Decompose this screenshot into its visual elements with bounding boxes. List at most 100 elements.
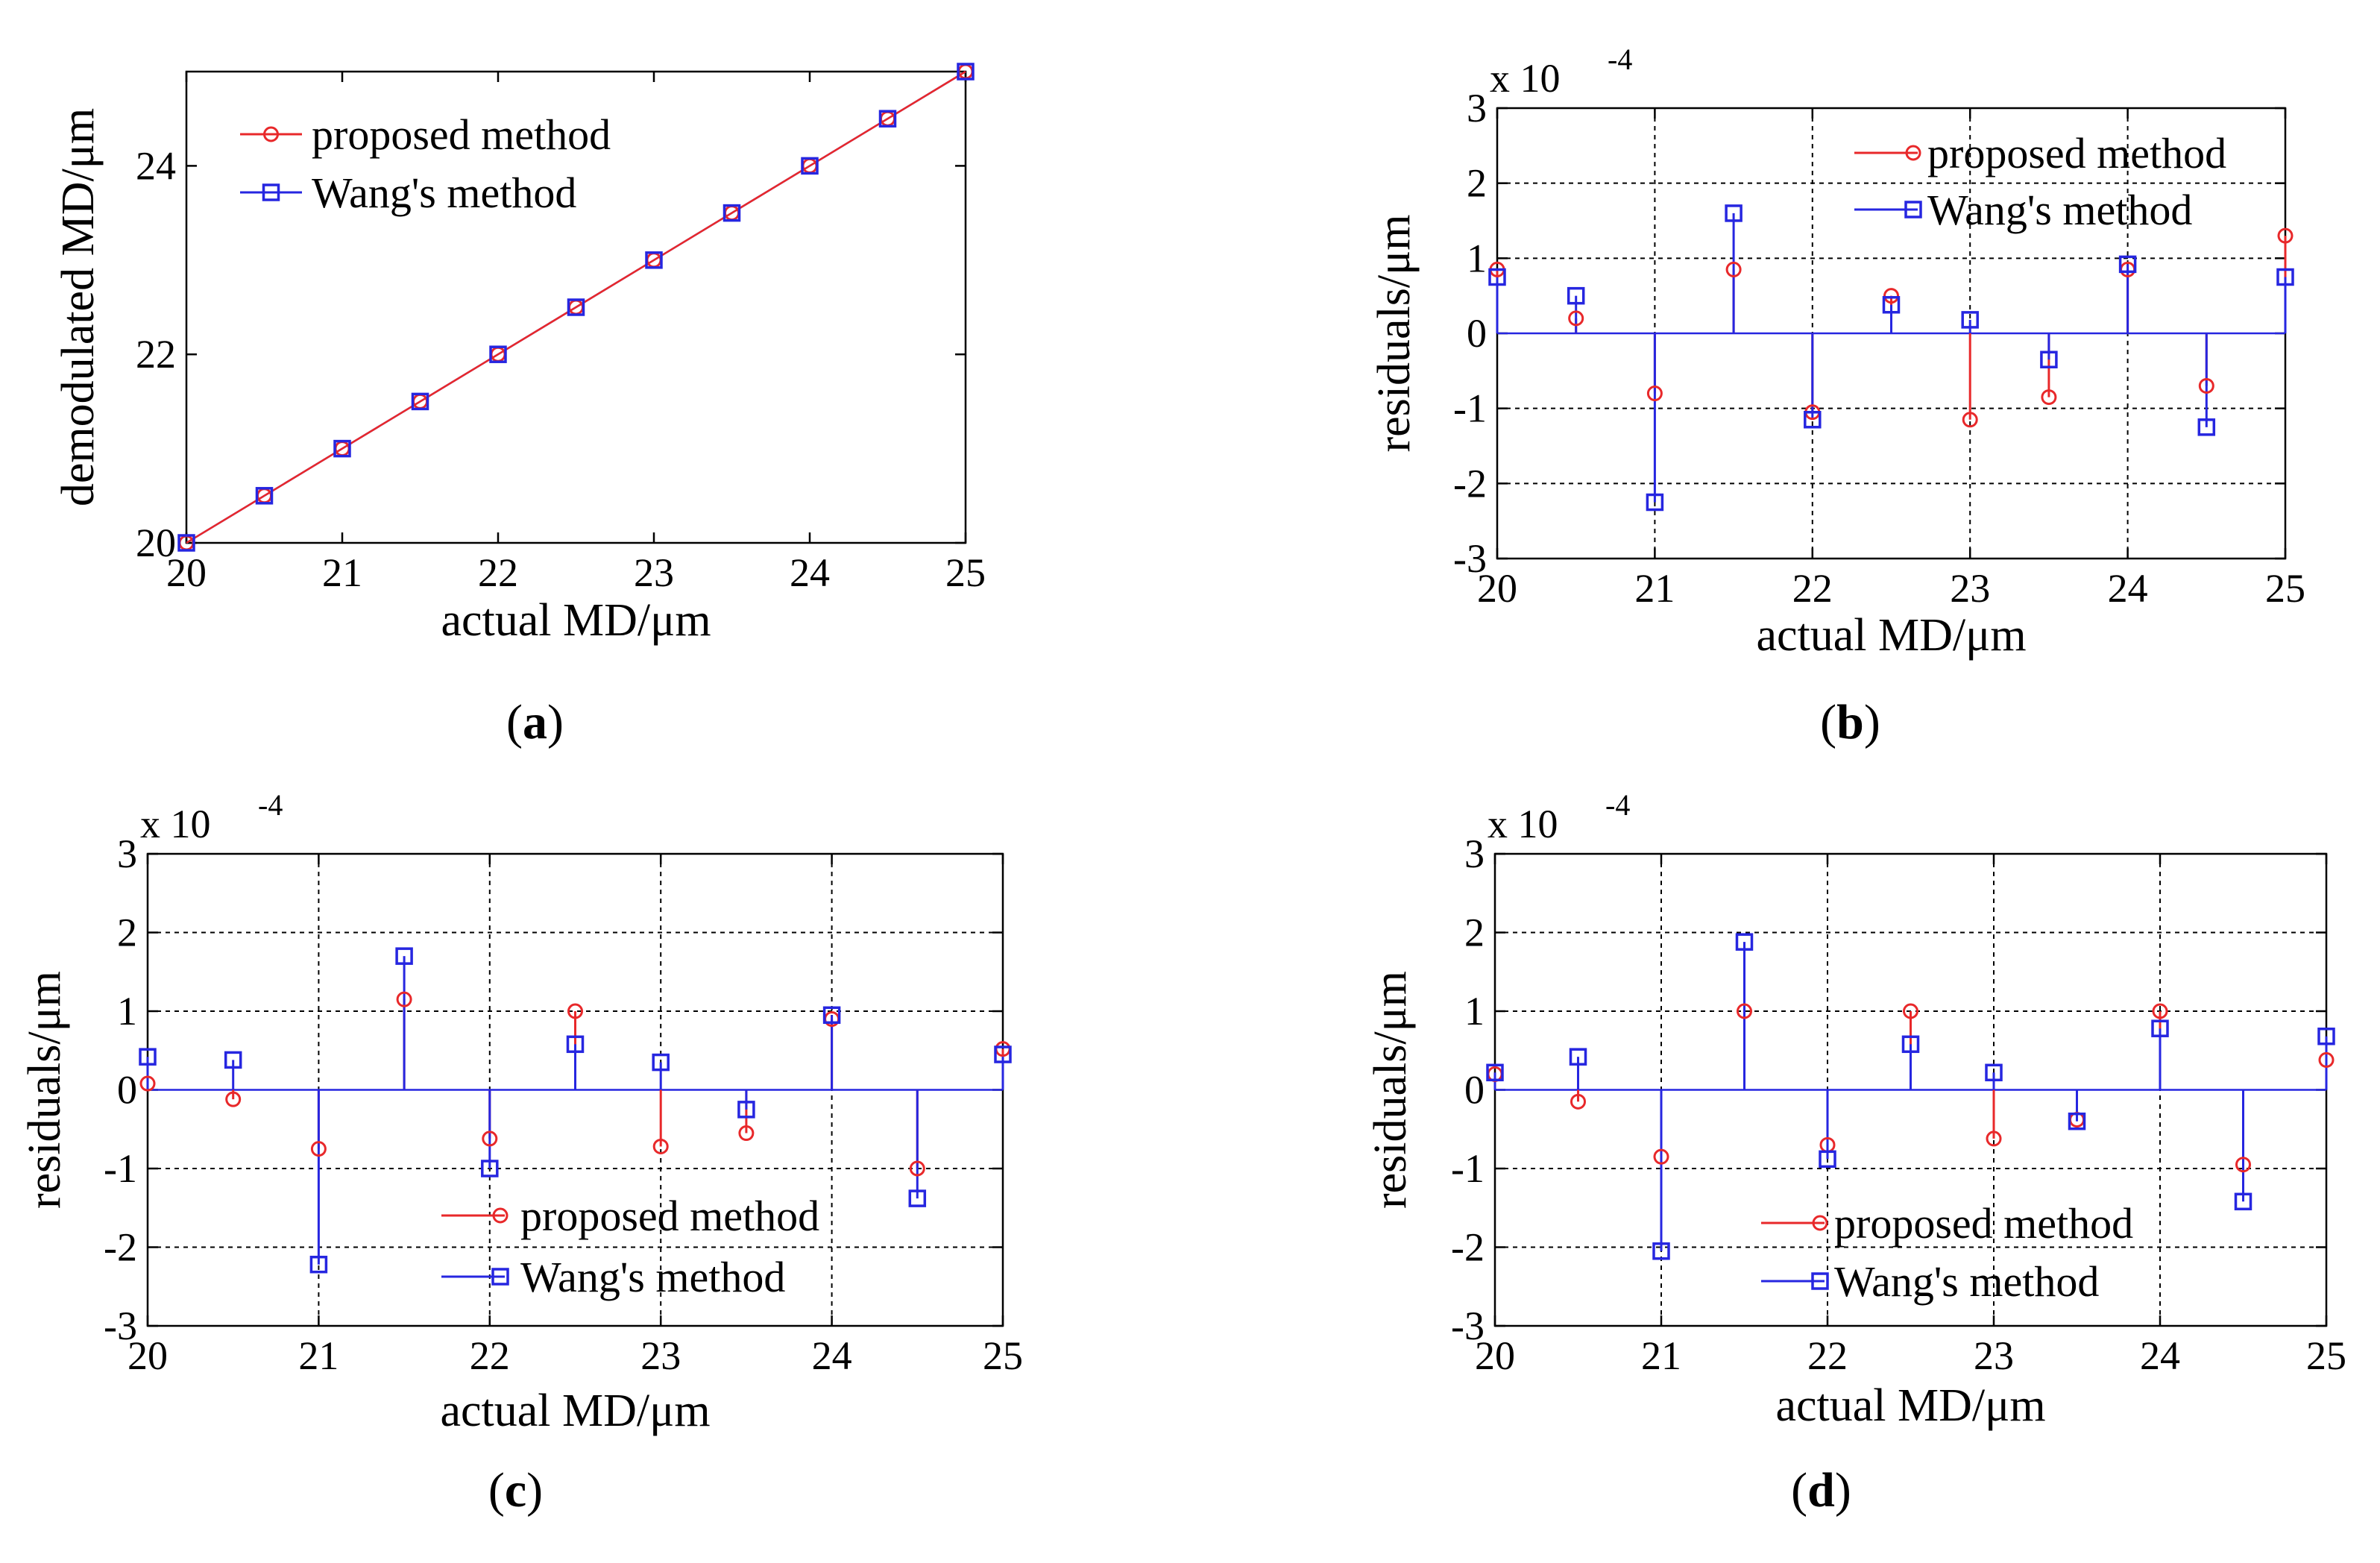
x-tick-label: 22 — [478, 550, 518, 595]
legend-marker-proposed — [263, 126, 279, 142]
x-tick-label: 25 — [945, 550, 986, 595]
x-tick-label: 23 — [1974, 1333, 2014, 1378]
x-tick-label: 21 — [1634, 566, 1675, 611]
stem-marker-proposed — [567, 1003, 583, 1019]
y-tick-label: -2 — [1451, 1225, 1485, 1270]
legend: proposed method Wang's method — [240, 110, 611, 217]
x-tick-label: 22 — [470, 1333, 510, 1378]
legend-marker-proposed — [1812, 1215, 1828, 1231]
y-tick-label: 0 — [1464, 1068, 1485, 1113]
y-tick-label: 1 — [1467, 236, 1487, 280]
stem-marker-wang — [652, 1053, 670, 1072]
stem-marker-proposed — [2277, 227, 2294, 244]
y-tick-label: -2 — [1453, 461, 1487, 506]
legend-label: Wang's method — [312, 169, 576, 217]
stem-marker-proposed — [1570, 1093, 1586, 1110]
stem-marker-proposed — [909, 1160, 925, 1177]
stem-marker-wang — [1882, 295, 1901, 314]
stem-marker-wang — [2118, 255, 2137, 274]
legend-label: Wang's method — [1834, 1257, 2099, 1306]
legend-marker-wang — [1811, 1272, 1829, 1290]
axis-exponent-power: -4 — [1608, 43, 1632, 76]
y-tick-label: 3 — [1464, 831, 1485, 876]
x-tick-label: 21 — [322, 550, 362, 595]
data-point-wang — [722, 204, 741, 222]
stem-marker-proposed — [396, 991, 412, 1007]
stem-marker-wang — [1488, 268, 1506, 286]
y-tick-label: 1 — [117, 989, 137, 1034]
stem-marker-proposed — [482, 1130, 498, 1147]
legend-label: proposed method — [1927, 129, 2226, 177]
y-tick-label: 20 — [136, 521, 176, 565]
stem-marker-wang — [1725, 204, 1742, 222]
stem-marker-proposed — [738, 1125, 755, 1142]
stem-marker-proposed — [139, 1075, 156, 1092]
stem-marker-proposed — [2152, 1003, 2168, 1019]
data-point-wang — [411, 392, 429, 411]
stem-marker-wang — [2068, 1112, 2086, 1130]
y-tick-label: -2 — [104, 1225, 137, 1270]
y-tick-label: 2 — [117, 911, 137, 955]
y-tick-label: 1 — [1464, 989, 1485, 1034]
stem-marker-proposed — [2235, 1157, 2251, 1173]
stem-marker-wang — [395, 947, 413, 965]
y-tick-label: 0 — [1467, 311, 1487, 356]
stem-marker-proposed — [310, 1141, 327, 1157]
stem-marker-wang — [2317, 1028, 2335, 1045]
x-tick-label: 21 — [298, 1333, 339, 1378]
panel-label: (d) — [1791, 1463, 1851, 1518]
x-tick-label: 24 — [790, 550, 830, 595]
stem-marker-wang — [224, 1051, 242, 1069]
data-point-wang — [957, 63, 975, 81]
x-axis-label: actual MD/μm — [1775, 1380, 2045, 1431]
stem-marker-wang — [1735, 933, 1754, 951]
x-tick-label: 24 — [2108, 566, 2148, 611]
stem-marker-proposed — [1903, 1003, 1918, 1019]
y-tick-label: 22 — [136, 332, 176, 377]
y-tick-label: -1 — [1453, 386, 1487, 431]
x-tick-label: 25 — [2306, 1333, 2346, 1378]
stem-marker-wang — [566, 1035, 585, 1054]
x-axis-label: actual MD/μm — [440, 1386, 710, 1436]
y-tick-label: 3 — [1467, 86, 1487, 130]
legend-label: proposed method — [1834, 1199, 2133, 1248]
x-tick-label: 23 — [634, 550, 674, 595]
stem-marker-proposed — [1725, 261, 1742, 277]
stem-marker-wang — [1961, 311, 1979, 329]
stem-marker-proposed — [1737, 1003, 1752, 1019]
stem-marker-wang — [1486, 1063, 1504, 1082]
legend-marker-wang — [491, 1268, 509, 1286]
series-line-proposed — [186, 70, 966, 544]
legend-label: Wang's method — [1927, 186, 2192, 234]
stem-marker-wang — [822, 1006, 841, 1025]
axis-exponent-label: x 10 — [1490, 56, 1561, 101]
legend-label: Wang's method — [520, 1253, 785, 1301]
axis-exponent-power: -4 — [258, 788, 283, 822]
stem-marker-wang — [2040, 350, 2058, 368]
stem-marker-wang — [481, 1160, 499, 1177]
x-tick-label: 24 — [2140, 1333, 2180, 1378]
panel-label: (a) — [506, 695, 564, 749]
stem-marker-proposed — [1646, 386, 1663, 402]
stem-marker-proposed — [2198, 377, 2214, 394]
x-axis-label: actual MD/μm — [1756, 610, 2026, 661]
x-tick-label: 20 — [1475, 1333, 1515, 1378]
stem-marker-wang — [1567, 286, 1585, 305]
data-point-wang — [255, 487, 274, 505]
legend-marker-wang — [262, 183, 280, 201]
stem-marker-wang — [1646, 493, 1664, 512]
x-tick-label: 22 — [1792, 566, 1833, 611]
data-point-wang — [177, 534, 195, 552]
y-axis-label: demodulated MD/μm — [53, 108, 104, 506]
stem-marker-wang — [908, 1189, 927, 1207]
plot-frame — [185, 70, 967, 544]
panel-label: (c) — [488, 1463, 543, 1518]
y-tick-label: 2 — [1467, 161, 1487, 206]
x-tick-label: 25 — [2265, 566, 2305, 611]
stem-marker-wang — [1652, 1242, 1670, 1260]
x-tick-label: 21 — [1641, 1333, 1681, 1378]
stem-marker-wang — [1569, 1048, 1587, 1066]
